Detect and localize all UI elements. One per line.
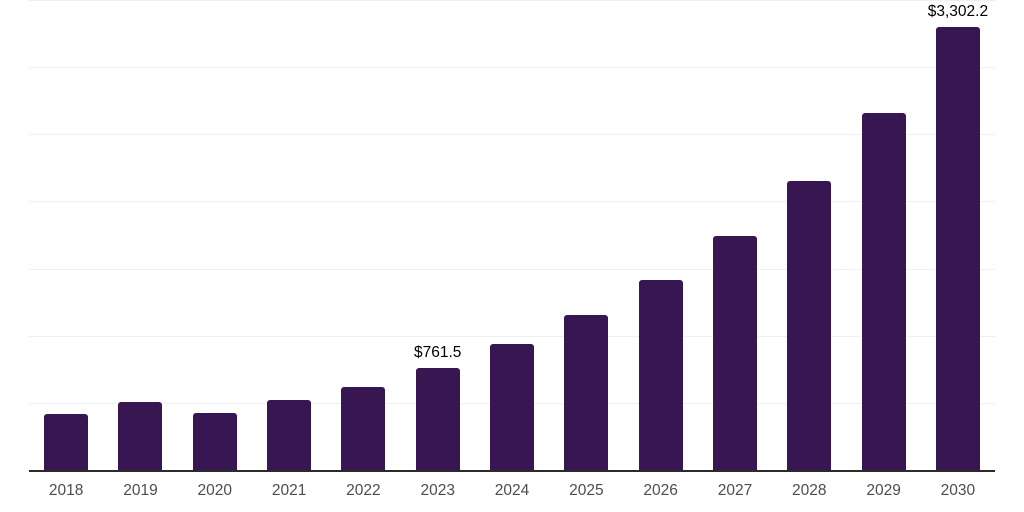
gridline (29, 268, 995, 270)
bar-2018 (44, 414, 89, 470)
x-tick-label-2027: 2027 (717, 482, 753, 499)
bar-slot (326, 0, 400, 470)
bar-2020 (192, 412, 237, 470)
bar-slot (103, 0, 177, 470)
gridline (29, 134, 995, 136)
bar-2024 (490, 344, 535, 470)
bar-2027 (712, 236, 757, 470)
bar-2021 (267, 400, 312, 470)
x-tick-label-2025: 2025 (569, 482, 604, 499)
x-tick-label-2030: 2030 (940, 482, 976, 499)
bar-2026 (638, 280, 683, 470)
gridline (29, 201, 995, 203)
x-tick-label-2023: 2023 (420, 482, 455, 499)
bar-2030 (935, 26, 980, 470)
bar-slot: $761.5 (401, 0, 475, 470)
bar-2025 (564, 315, 609, 470)
bar-slot (475, 0, 549, 470)
x-tick-label-2020: 2020 (197, 482, 233, 499)
bar-2022 (341, 386, 386, 470)
bar-slot (29, 0, 103, 470)
x-tick-label-2024: 2024 (494, 482, 530, 499)
bar-value-label-2023: $761.5 (414, 344, 462, 362)
bar-slot (252, 0, 326, 470)
gridline (29, 67, 995, 69)
bar-value-label-2030: $3,302.2 (927, 3, 989, 21)
x-tick-label-2029: 2029 (866, 482, 901, 499)
bar-2029 (861, 112, 906, 470)
bar-slot (698, 0, 772, 470)
x-tick-label-2018: 2018 (48, 482, 84, 499)
x-tick-label-2021: 2021 (271, 482, 307, 499)
x-tick-label-2028: 2028 (792, 482, 827, 499)
bar-2019 (118, 401, 163, 470)
bar-slot (772, 0, 846, 470)
bar-slot (846, 0, 920, 470)
gridline (29, 0, 995, 1)
x-tick-label-2022: 2022 (346, 482, 381, 499)
bars: $761.5 $3,302.2 (29, 0, 995, 470)
gridline (29, 335, 995, 337)
bar-slot: $3,302.2 (921, 0, 995, 470)
bar-2028 (787, 181, 832, 470)
bar-slot (624, 0, 698, 470)
x-tick-label-2019: 2019 (123, 482, 158, 499)
x-tick-label-2026: 2026 (643, 482, 678, 499)
plot-area: $761.5 $3,302.2 (29, 0, 995, 472)
x-axis-labels: 2018 2019 2020 2021 2022 2023 2024 2025 2026 2027… (29, 482, 995, 501)
bar-2023 (415, 367, 460, 470)
bar-slot (178, 0, 252, 470)
bar-slot (549, 0, 623, 470)
